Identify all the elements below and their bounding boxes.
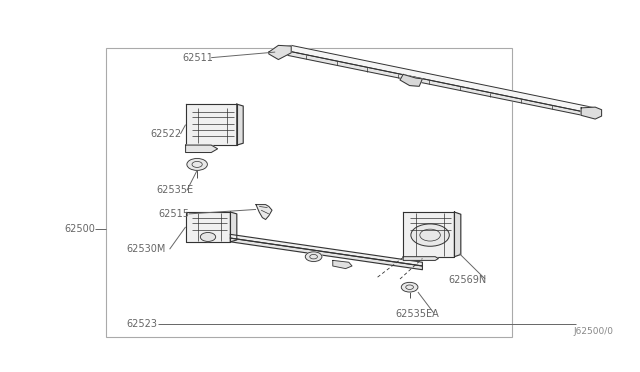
Polygon shape: [403, 257, 438, 260]
Circle shape: [187, 158, 207, 170]
Polygon shape: [237, 104, 243, 145]
Polygon shape: [581, 107, 602, 119]
Polygon shape: [333, 260, 352, 269]
Text: 62515: 62515: [158, 209, 189, 219]
Polygon shape: [454, 212, 461, 257]
Polygon shape: [186, 212, 230, 242]
Polygon shape: [230, 212, 237, 242]
Text: J62500/0: J62500/0: [573, 327, 613, 336]
Circle shape: [305, 252, 322, 262]
Polygon shape: [269, 45, 291, 60]
Polygon shape: [275, 48, 582, 115]
Circle shape: [200, 232, 216, 241]
Text: 62569N: 62569N: [448, 275, 486, 285]
Polygon shape: [400, 74, 422, 86]
Text: 62522: 62522: [150, 129, 182, 139]
Polygon shape: [230, 234, 422, 266]
Polygon shape: [256, 205, 272, 219]
Text: 62523: 62523: [127, 319, 157, 328]
Polygon shape: [186, 145, 218, 153]
Text: 62535EA: 62535EA: [396, 310, 439, 319]
Polygon shape: [230, 238, 422, 270]
Circle shape: [401, 282, 418, 292]
Text: 62535E: 62535E: [157, 186, 194, 195]
Polygon shape: [186, 104, 237, 145]
Text: 62511: 62511: [182, 53, 213, 62]
Text: 62500: 62500: [64, 224, 95, 234]
Polygon shape: [275, 45, 595, 112]
Bar: [106, 48, 512, 337]
Polygon shape: [403, 212, 454, 257]
Circle shape: [411, 224, 449, 246]
Text: 62530M: 62530M: [127, 244, 166, 254]
